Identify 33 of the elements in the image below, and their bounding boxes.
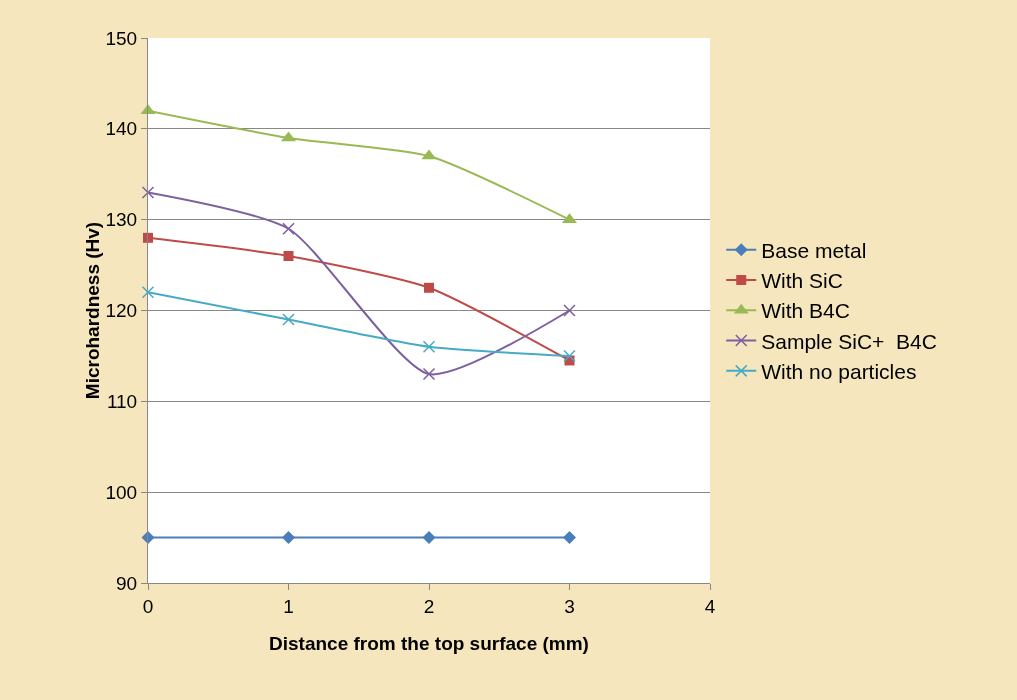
point [424,282,434,293]
legend-label: With no particles [761,360,917,384]
y-tick-label: 140 [105,118,138,140]
y-tick-label: 130 [105,209,138,231]
point [282,531,295,545]
legend-label: With B4C [761,299,850,323]
point [283,251,294,261]
point [422,340,436,354]
legend-label: Base metal [761,238,867,262]
y-tick-label: 90 [116,572,138,594]
point [141,186,155,199]
x-tick-label: 4 [704,595,716,617]
x-tick-label: 2 [423,595,435,617]
point [141,286,155,299]
point [422,531,436,545]
legend-label: Sample SiC+ B4C [761,329,937,353]
point [563,349,576,363]
point [563,304,576,317]
point [143,232,153,243]
y-tick-label: 120 [105,300,138,322]
point [563,531,576,545]
x-tick-label: 3 [564,595,575,617]
point [282,313,295,326]
x-tick-label: 0 [142,595,154,617]
x-tick-label: 1 [283,595,294,617]
point [422,367,436,381]
y-tick-label: 110 [106,390,138,412]
y-tick-label: 100 [105,481,138,503]
point [282,222,295,235]
y-tick-label: 150 [105,27,138,49]
y-axis-title: Microhardness (Hv) [82,221,104,400]
legend-label: With SiC [761,269,843,293]
x-axis-title: Distance from the top surface (mm) [269,633,589,654]
